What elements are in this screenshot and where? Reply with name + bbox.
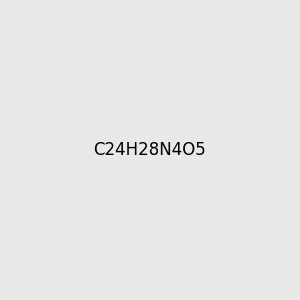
Text: C24H28N4O5: C24H28N4O5 bbox=[94, 141, 206, 159]
